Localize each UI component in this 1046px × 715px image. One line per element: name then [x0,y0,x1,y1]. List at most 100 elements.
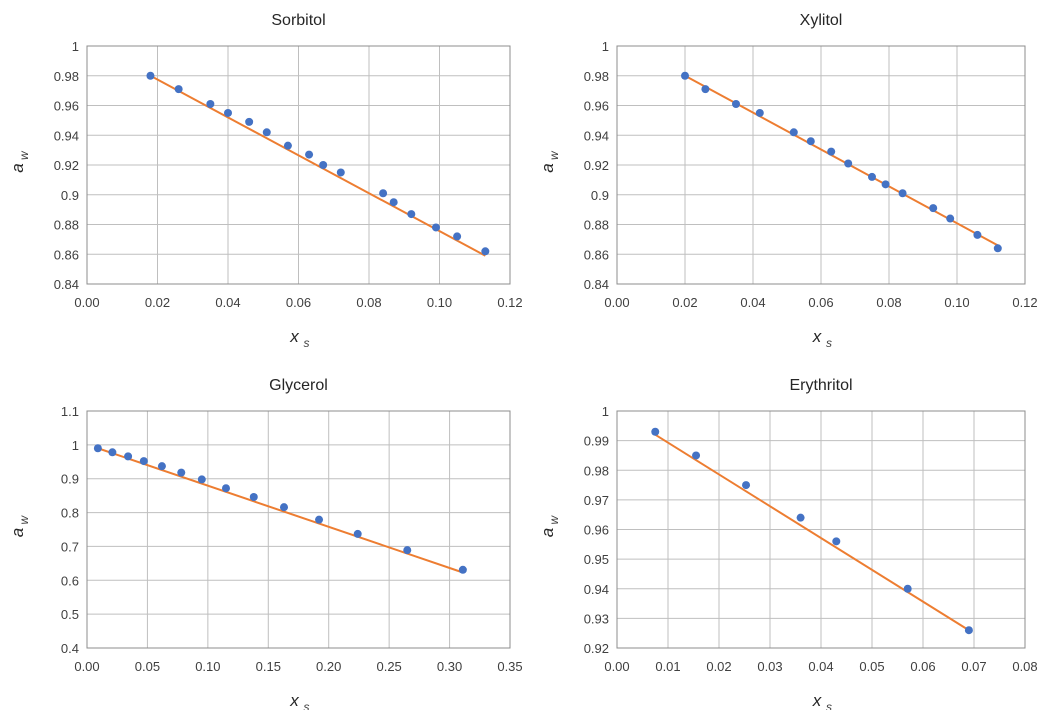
data-point [407,210,416,219]
y-tick-label: 1 [602,404,609,419]
x-tick-label: 0.08 [1012,659,1037,674]
y-tick-label: 0.84 [54,277,79,292]
x-tick-label: 0.04 [740,295,765,310]
y-axis-label-subscript: w [547,150,561,160]
x-tick-label: 0.25 [376,659,401,674]
x-tick-label: 0.20 [316,659,341,674]
data-point [93,444,102,453]
y-tick-label: 1 [72,39,79,54]
data-point [245,117,254,126]
y-tick-label: 0.9 [61,472,79,487]
y-tick-label: 1 [72,438,79,453]
y-tick-label: 0.94 [584,582,609,597]
chart-panel-erythritol: 0.92 0.93 0.94 0.95 0.96 0.97 0.98 0.99 1 0.00 0.0… [538,377,1038,714]
data-point [681,71,689,80]
data-point [701,85,710,94]
x-tick-label: 0.15 [256,659,281,674]
data-point [157,462,166,471]
y-tick-label: 0.7 [61,539,79,554]
data-point [742,481,751,490]
x-tick-label: 0.10 [427,295,452,310]
y-axis-label-group: aw [538,150,561,173]
data-point [379,189,388,198]
x-tick-label: 0.00 [604,659,629,674]
y-tick-label: 0.96 [584,99,609,114]
data-point [898,189,907,198]
x-axis-label-subscript: s [304,700,310,710]
x-tick-label: 0.02 [672,295,697,310]
data-point [221,484,230,493]
x-tick-label: 0.03 [757,659,782,674]
y-tick-label: 0.98 [584,463,609,478]
x-axis-label: x [812,691,822,710]
data-point [903,584,912,593]
y-tick-label: 0.98 [54,69,79,84]
data-point [389,198,398,207]
y-tick-label: 0.99 [584,434,609,449]
y-tick-label: 1 [602,39,609,54]
y-tick-label: 0.88 [54,218,79,233]
y-tick-label: 0.98 [584,69,609,84]
chart-title: Xylitol [800,12,843,29]
y-tick-label: 0.95 [584,552,609,567]
x-tick-label: 0.30 [437,659,462,674]
y-axis-label-group: aw [538,515,561,538]
data-point [806,137,815,146]
y-tick-label: 0.9 [591,188,609,203]
y-tick-label: 0.96 [584,523,609,538]
fit-line [654,433,970,632]
data-point [124,452,133,461]
x-tick-label: 0.06 [910,659,935,674]
y-tick-label: 0.88 [584,218,609,233]
x-tick-label: 0.00 [74,295,99,310]
y-axis-label-subscript: w [547,515,561,525]
data-point [197,475,206,484]
fit-line [97,447,464,574]
y-axis-label: a [538,528,557,537]
data-point [481,247,490,256]
x-tick-label: 0.05 [135,659,160,674]
y-tick-label: 0.8 [61,506,79,521]
x-tick-label: 0.00 [74,659,99,674]
data-point [283,141,292,150]
data-point [973,230,982,239]
x-tick-label: 0.04 [215,295,240,310]
data-point [844,159,853,168]
x-axis-label-subscript: s [826,336,832,350]
y-tick-label: 0.93 [584,611,609,626]
data-point [315,515,324,524]
data-point [431,223,440,232]
y-tick-label: 0.84 [584,277,609,292]
fit-line [149,74,486,257]
data-point [929,204,938,213]
x-tick-label: 0.04 [808,659,833,674]
x-tick-label: 0.05 [859,659,884,674]
y-axis-label: a [8,528,27,537]
data-point [403,546,412,555]
plot-area-border [86,45,511,285]
y-axis-label: a [8,163,27,172]
data-point [755,108,764,117]
data-point [353,529,362,538]
x-tick-label: 0.02 [145,295,170,310]
data-point [993,244,1002,253]
data-point [796,513,805,522]
y-tick-label: 0.9 [61,188,79,203]
x-axis-label: x [289,327,299,346]
data-point [453,232,462,241]
x-tick-label: 0.00 [604,295,629,310]
x-tick-label: 0.07 [961,659,986,674]
data-point [206,100,215,109]
x-tick-label: 0.02 [706,659,731,674]
y-axis-label-subscript: w [17,515,31,525]
y-axis-label-group: aw [8,515,31,538]
data-point [146,71,155,80]
chart-title: Erythritol [789,377,852,394]
y-tick-label: 0.6 [61,573,79,588]
y-tick-label: 0.96 [54,99,79,114]
x-tick-label: 0.35 [497,659,522,674]
y-tick-label: 0.92 [54,158,79,173]
chart-title: Glycerol [269,377,328,394]
x-axis-label: x [289,691,299,710]
